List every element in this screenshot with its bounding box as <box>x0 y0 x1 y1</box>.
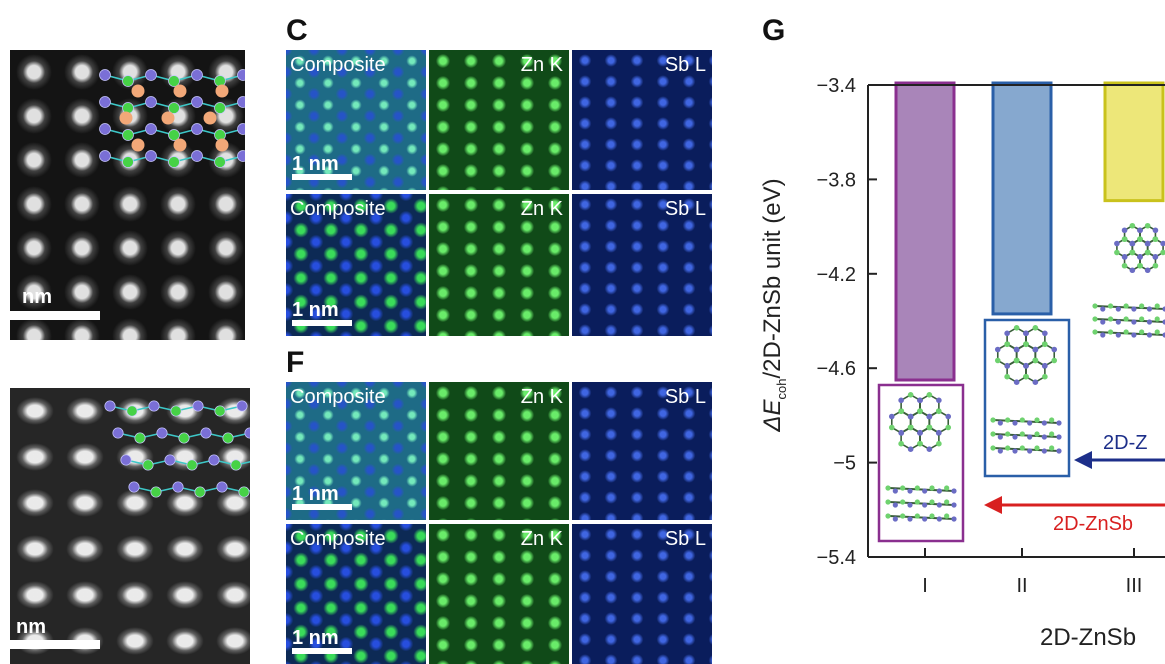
map-label: Composite <box>290 198 386 220</box>
eds-map-composite: Composite 1 nm <box>286 382 426 520</box>
x-tick-label: II <box>1016 575 1027 597</box>
map-scale-label: 1 nm <box>292 299 339 321</box>
y-tick-label: −3.4 <box>817 75 856 97</box>
panel-letter-g: G <box>762 14 786 47</box>
atomic-model-overlay-top <box>99 69 245 168</box>
map-scale-bar <box>292 174 352 180</box>
x-axis-label: 2D-ZnSb <box>1040 624 1136 651</box>
arrow-blue: 2D-Z <box>1074 432 1165 469</box>
eds-map-zn: Zn K <box>429 194 569 336</box>
y-axis-label-sub: coh <box>774 379 789 400</box>
y-tick-label: −5.4 <box>817 547 856 569</box>
structure-inset-II <box>983 318 1071 478</box>
stem-scale-bar-top <box>10 311 100 320</box>
map-scale-label: 1 nm <box>292 483 339 505</box>
map-scale-bar <box>292 504 352 510</box>
map-label: Zn K <box>520 54 563 76</box>
arrow-blue-label: 2D-Z <box>1103 432 1147 454</box>
map-label: Sb L <box>664 54 706 76</box>
y-axis-label: ΔEcoh/2D-ZnSb unit (eV) <box>759 178 789 432</box>
eds-map-zn: Zn K <box>429 382 569 520</box>
panel-letter-c: C <box>286 14 308 47</box>
map-scale-bar <box>292 648 352 654</box>
x-tick-label: III <box>1126 575 1143 597</box>
map-label: Composite <box>290 54 386 76</box>
arrow-red-label: 2D-ZnSb <box>1053 513 1133 535</box>
eds-map-composite: Composite 1 nm <box>286 50 426 190</box>
cohesive-energy-chart: ΔEcoh/2D-ZnSb unit (eV) −3.4 −3.8 −4.2 −4.6… <box>759 75 1165 651</box>
stem-scale-label-bottom: nm <box>16 616 46 638</box>
y-tick-label: −4.6 <box>817 358 856 380</box>
eds-map-composite: Composite 1 nm <box>286 524 426 664</box>
map-label: Zn K <box>520 198 563 220</box>
y-tick-label: −5 <box>833 453 856 475</box>
map-scale-label: 1 nm <box>292 153 339 175</box>
stem-image-top: nm <box>10 50 245 340</box>
map-label: Composite <box>290 528 386 550</box>
map-label: Sb L <box>664 386 706 408</box>
eds-map-sb: Sb L <box>572 50 712 190</box>
stem-scale-label-top: nm <box>22 286 52 308</box>
y-tick-label: −3.8 <box>817 169 856 191</box>
eds-map-zn: Zn K <box>429 524 569 664</box>
eds-map-zn: Zn K <box>429 50 569 190</box>
map-label: Sb L <box>664 198 706 220</box>
x-tick-label: I <box>922 575 928 597</box>
map-label: Zn K <box>520 386 563 408</box>
bar-III <box>1103 81 1165 203</box>
map-label: Zn K <box>520 528 563 550</box>
eds-map-sb: Sb L <box>572 194 712 336</box>
map-scale-bar <box>292 320 352 326</box>
eds-map-sb: Sb L <box>572 524 712 664</box>
structure-inset-I <box>877 383 965 543</box>
y-axis-label-suffix: /2D-ZnSb unit (eV) <box>759 178 786 378</box>
y-tick-label: −4.2 <box>817 264 856 286</box>
stem-scale-bar-bottom <box>10 640 100 649</box>
y-axis-label-prefix: ΔE <box>759 398 786 432</box>
bar-II <box>991 81 1053 316</box>
map-label: Sb L <box>664 528 706 550</box>
eds-map-sb: Sb L <box>572 382 712 520</box>
bar-I <box>894 81 956 382</box>
arrow-red: 2D-ZnSb <box>984 496 1165 535</box>
eds-map-composite: Composite 1 nm <box>286 194 426 336</box>
panel-letter-f: F <box>286 346 305 379</box>
stem-image-bottom: nm <box>10 388 250 664</box>
structure-inset-III <box>1092 222 1165 338</box>
map-scale-label: 1 nm <box>292 627 339 649</box>
map-label: Composite <box>290 386 386 408</box>
atomic-model-overlay-bottom <box>104 400 250 498</box>
